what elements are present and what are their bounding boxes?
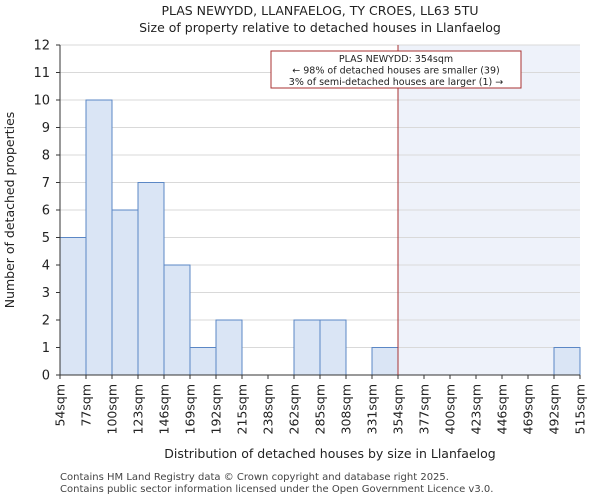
- x-tick-label: 331sqm: [365, 384, 380, 434]
- chart-title: PLAS NEWYDD, LLANFAELOG, TY CROES, LL63 …: [161, 3, 479, 18]
- x-tick-label: 446sqm: [495, 384, 510, 434]
- x-tick-label: 400sqm: [443, 384, 458, 434]
- x-tick-label: 262sqm: [287, 384, 302, 434]
- x-tick-label: 308sqm: [339, 384, 354, 434]
- histogram-bar: [553, 347, 581, 376]
- x-tick-label: 77sqm: [79, 384, 94, 427]
- histogram-bar: [111, 209, 139, 376]
- x-tick-label: 215sqm: [235, 384, 250, 434]
- x-tick-label: 169sqm: [183, 384, 198, 434]
- histogram-bar: [293, 319, 321, 376]
- y-tick-label: 6: [42, 204, 50, 219]
- x-tick-label: 54sqm: [53, 384, 68, 427]
- x-tick-label: 285sqm: [313, 384, 328, 434]
- y-tick-label: 0: [42, 369, 50, 384]
- x-tick-label: 515sqm: [573, 384, 588, 434]
- histogram-bar: [319, 319, 347, 376]
- x-axis-label: Distribution of detached houses by size …: [164, 446, 495, 461]
- annotation-box: [270, 50, 522, 89]
- x-tick-label: 423sqm: [469, 384, 484, 434]
- y-tick-label: 12: [33, 39, 50, 54]
- histogram-bar: [371, 347, 399, 376]
- x-tick-label: 492sqm: [547, 384, 562, 434]
- y-tick-label: 2: [42, 314, 50, 329]
- x-tick-label: 146sqm: [157, 384, 172, 434]
- annotation-line-2: ← 98% of detached houses are smaller (39…: [292, 66, 499, 77]
- x-tick-label: 354sqm: [391, 384, 406, 434]
- annotation-line-3: 3% of semi-detached houses are larger (1…: [289, 77, 503, 88]
- x-tick-label: 238sqm: [261, 384, 276, 434]
- annotation-line-1: PLAS NEWYDD: 354sqm: [339, 54, 453, 65]
- y-tick-label: 11: [33, 66, 50, 81]
- histogram-bar: [137, 182, 165, 376]
- y-tick-label: 3: [42, 286, 50, 301]
- y-tick-label: 10: [33, 94, 50, 109]
- y-tick-label: 7: [42, 176, 50, 191]
- histogram-bar: [215, 319, 243, 376]
- y-tick-label: 9: [42, 121, 50, 136]
- x-tick-label: 469sqm: [521, 384, 536, 434]
- y-tick-label: 4: [42, 259, 50, 274]
- y-tick-label: 5: [42, 231, 50, 246]
- x-tick-label: 377sqm: [417, 384, 432, 434]
- y-tick-label: 8: [42, 149, 50, 164]
- histogram-bar: [59, 237, 87, 376]
- histogram-bar: [85, 99, 113, 376]
- y-axis-label: Number of detached properties: [2, 112, 17, 309]
- x-tick-label: 192sqm: [209, 384, 224, 434]
- footer-copyright: Contains HM Land Registry data © Crown c…: [60, 472, 449, 483]
- y-tick-label: 1: [42, 341, 50, 356]
- x-tick-label: 100sqm: [105, 384, 120, 434]
- histogram-bar: [189, 347, 217, 376]
- x-tick-label: 123sqm: [131, 384, 146, 434]
- histogram-bar: [163, 264, 191, 376]
- footer-licence: Contains public sector information licen…: [60, 484, 494, 495]
- chart-subtitle: Size of property relative to detached ho…: [139, 20, 501, 35]
